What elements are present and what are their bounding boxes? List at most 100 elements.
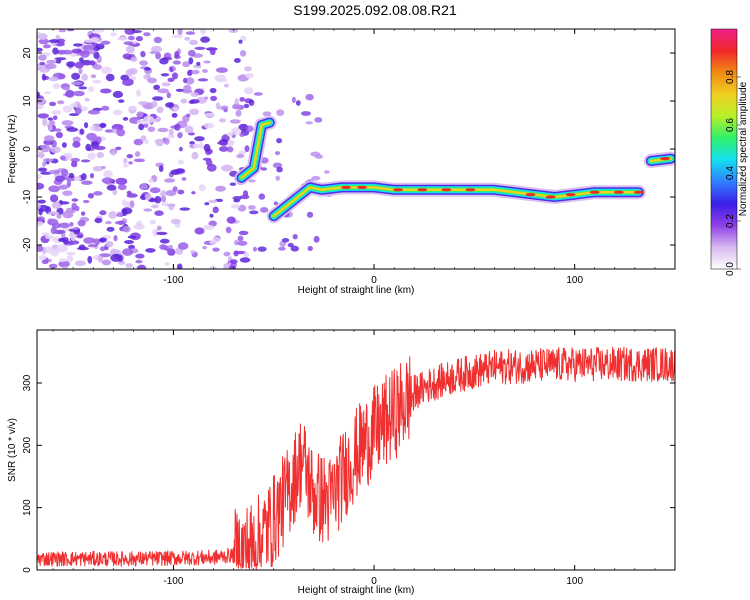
ridge-hotspot — [417, 188, 428, 192]
noise-blob — [112, 90, 124, 99]
noise-blob — [129, 200, 135, 209]
noise-blob — [163, 137, 170, 145]
noise-blob — [66, 127, 79, 132]
noise-blob — [55, 59, 62, 64]
noise-blob — [192, 143, 201, 149]
noise-blob — [140, 50, 146, 58]
noise-blob — [178, 146, 183, 152]
noise-blob — [217, 141, 226, 145]
noise-blob — [123, 41, 134, 46]
noise-blob — [121, 207, 133, 215]
noise-blob — [126, 190, 132, 195]
noise-blob — [179, 207, 191, 211]
noise-blob — [160, 73, 170, 77]
noise-blob — [82, 199, 90, 204]
noise-blob — [245, 73, 254, 79]
noise-blobs — [37, 29, 334, 269]
noise-blob — [194, 46, 206, 51]
noise-blob — [198, 184, 206, 192]
noise-blob — [113, 235, 118, 242]
noise-blob — [287, 242, 294, 248]
noise-blob — [83, 237, 96, 244]
noise-blob — [133, 138, 144, 146]
noise-blob — [175, 88, 184, 92]
noise-blob — [134, 151, 141, 157]
noise-blob — [210, 95, 218, 102]
noise-blob — [72, 136, 81, 143]
colorbar-tick-label: 0.2 — [725, 214, 736, 228]
noise-blob — [95, 43, 105, 50]
noise-blob — [185, 31, 196, 35]
noise-blob — [161, 195, 167, 203]
noise-blob — [62, 266, 68, 269]
noise-blob — [160, 190, 167, 197]
ridge-hotspot — [393, 188, 404, 192]
noise-blob — [110, 253, 122, 262]
noise-blob — [124, 29, 136, 35]
noise-blob — [257, 246, 267, 252]
noise-blob — [58, 258, 68, 263]
noise-blob — [106, 184, 117, 191]
noise-blob — [232, 103, 241, 110]
noise-blob — [278, 246, 286, 251]
noise-blob — [115, 177, 128, 185]
noise-blob — [174, 51, 180, 58]
noise-blob — [118, 99, 125, 103]
colorbar-tick-label: 0.8 — [725, 70, 736, 84]
noise-blob — [177, 189, 185, 195]
noise-blob — [203, 60, 211, 64]
snr-x-axis-title: Height of straight line (km) — [298, 585, 415, 596]
noise-blob — [71, 81, 83, 86]
noise-blob — [204, 202, 210, 206]
noise-blob — [227, 146, 234, 153]
noise-blob — [70, 234, 76, 242]
noise-blob — [143, 123, 149, 128]
noise-blob — [209, 48, 216, 56]
noise-blob — [101, 105, 110, 111]
noise-blob — [73, 176, 82, 182]
snr-y-axis-title: SNR (10 * v/v) — [7, 418, 18, 482]
noise-blob — [212, 236, 221, 243]
noise-blob — [126, 154, 133, 159]
noise-blob — [164, 247, 172, 252]
noise-blob — [38, 38, 50, 45]
noise-blob — [187, 49, 196, 57]
noise-blob — [152, 228, 159, 237]
noise-blob — [258, 193, 266, 200]
noise-blob — [100, 40, 111, 45]
noise-blob — [71, 202, 77, 211]
noise-blob — [165, 190, 177, 197]
noise-blob — [171, 112, 178, 118]
noise-blob — [231, 127, 241, 136]
ridge-hotspot — [613, 190, 624, 194]
noise-blob — [172, 60, 181, 65]
noise-blob — [136, 111, 144, 118]
noise-blob — [144, 193, 152, 201]
noise-blob — [216, 67, 228, 73]
ridge-hotspot — [525, 193, 536, 197]
noise-blob — [114, 220, 126, 225]
noise-blob — [106, 226, 115, 232]
noise-blob — [84, 97, 90, 102]
noise-blob — [57, 184, 69, 190]
noise-blob — [157, 127, 169, 133]
noise-blob — [168, 128, 174, 136]
noise-blob — [48, 185, 61, 193]
noise-blob — [190, 250, 196, 254]
noise-blob — [229, 182, 237, 186]
noise-blob — [71, 72, 81, 80]
x-tick-label: 0 — [371, 275, 377, 286]
noise-blob — [189, 108, 200, 116]
noise-blob — [57, 73, 66, 80]
noise-blob — [203, 224, 214, 231]
noise-blob — [226, 216, 236, 224]
y-tick-label: -20 — [22, 237, 33, 252]
noise-blob — [87, 255, 93, 264]
noise-blob — [187, 70, 193, 77]
x-tick-label: -100 — [163, 576, 183, 587]
noise-blob — [50, 226, 57, 235]
noise-blob — [167, 77, 175, 82]
noise-blob — [133, 158, 145, 163]
